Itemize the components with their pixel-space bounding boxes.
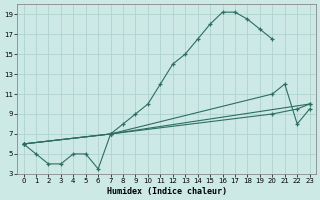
X-axis label: Humidex (Indice chaleur): Humidex (Indice chaleur): [107, 187, 227, 196]
